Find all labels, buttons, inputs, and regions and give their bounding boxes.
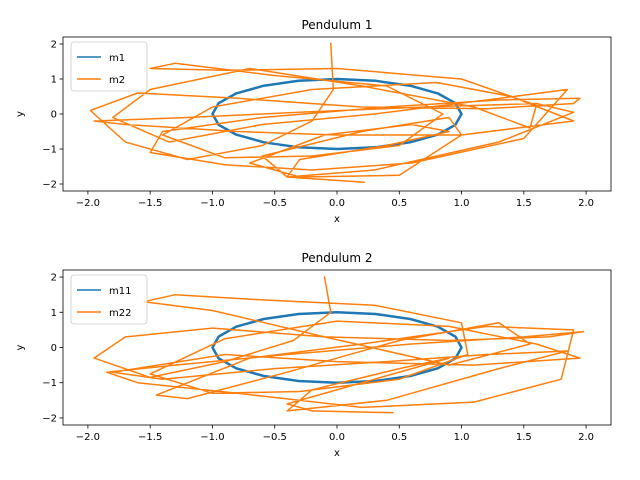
series-line-m11 — [211, 311, 463, 384]
x-tick-label: 2.0 — [578, 198, 594, 209]
y-tick-label: 0 — [51, 343, 57, 354]
x-tick-label: −0.5 — [263, 432, 287, 443]
x-tick-label: 1.0 — [454, 198, 470, 209]
chart-title: Pendulum 2 — [301, 251, 372, 265]
y-tick-label: −1 — [42, 378, 57, 389]
chart-title: Pendulum 1 — [301, 18, 372, 32]
x-tick-label: 1.0 — [454, 432, 470, 443]
legend-label-m2: m2 — [109, 75, 125, 86]
legend-label-m22: m22 — [109, 308, 131, 319]
y-tick-label: 1 — [51, 75, 57, 86]
legend: m11 m22 — [70, 274, 148, 325]
x-tick-label: 0.5 — [391, 432, 407, 443]
y-tick-label: 2 — [51, 40, 57, 51]
y-axis-label: y — [15, 344, 26, 350]
x-tick-label: −1.0 — [200, 432, 224, 443]
x-tick-label: −1.5 — [138, 198, 162, 209]
x-tick-label: 0.0 — [329, 432, 345, 443]
y-tick-label: 0 — [51, 110, 57, 121]
legend: m1 m2 — [70, 41, 148, 92]
x-tick-label: −0.5 — [263, 198, 287, 209]
y-axis-label: y — [15, 111, 26, 117]
legend-label-m1: m1 — [109, 53, 125, 64]
legend-label-m11: m11 — [109, 286, 131, 297]
y-tick-label: −2 — [42, 180, 57, 191]
y-tick-label: 2 — [51, 273, 57, 284]
x-tick-label: −1.0 — [200, 198, 224, 209]
x-tick-label: 1.5 — [516, 432, 532, 443]
series-line-m2 — [89, 42, 581, 184]
x-axis-label: x — [334, 448, 340, 459]
x-tick-label: 1.5 — [516, 198, 532, 209]
x-tick-label: 0.0 — [329, 198, 345, 209]
y-tick-label: 1 — [51, 308, 57, 319]
x-tick-label: −1.5 — [138, 432, 162, 443]
series-line-m22 — [93, 276, 585, 414]
x-tick-label: 0.5 — [391, 198, 407, 209]
x-tick-label: −2.0 — [76, 198, 100, 209]
y-tick-label: −1 — [42, 145, 57, 156]
y-tick-label: −2 — [42, 413, 57, 424]
subplot-pendulum-1: −2.0 −1.5 −1.0 −0.5 0.0 0.5 1.0 1.5 2.0 −2 −1 0 1 2 Pe… — [15, 18, 612, 225]
x-tick-label: 2.0 — [578, 432, 594, 443]
x-tick-label: −2.0 — [76, 432, 100, 443]
x-axis-label: x — [334, 214, 340, 225]
subplot-pendulum-2: −2.0 −1.5 −1.0 −0.5 0.0 0.5 1.0 1.5 2.0 −2 −1 0 1 2 Pe… — [15, 251, 612, 459]
